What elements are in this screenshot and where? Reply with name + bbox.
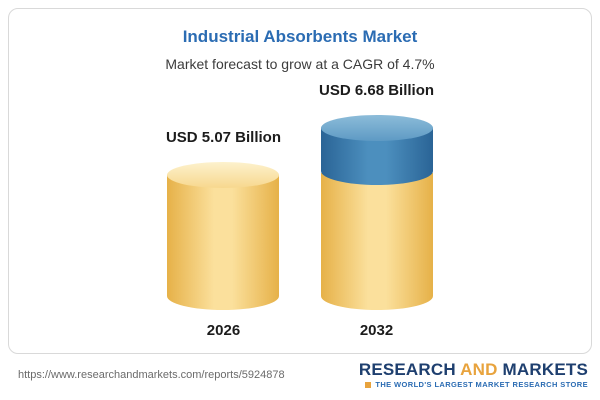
chart-area: USD 5.07 Billion 2026 USD 6.68 Billion 2… [9,82,591,339]
cylinder-body-2032 [320,173,433,310]
logo-word-and: AND [460,359,498,379]
logo-name: RESEARCH AND MARKETS [358,359,588,379]
logo-accent-square-icon [365,381,372,388]
logo-word-research: RESEARCH [358,359,456,379]
cylinder-bar-2032 [320,115,433,310]
category-label-2032: 2032 [359,322,394,339]
bar-group-2032: USD 6.68 Billion 2032 [319,82,434,339]
logo-word-markets: MARKETS [502,359,588,379]
logo-tagline-row: THE WORLD'S LARGEST MARKET RESEARCH STOR… [359,380,588,389]
value-label-2026: USD 5.07 Billion [165,129,281,146]
report-url-link[interactable]: https://www.researchandmarkets.com/repor… [18,369,285,381]
value-label-2032: USD 6.68 Billion [319,82,435,99]
cylinder-bar-2026 [167,162,280,310]
cylinder-top-2026 [167,162,280,188]
footer: https://www.researchandmarkets.com/repor… [18,358,588,392]
logo-tagline: THE WORLD'S LARGEST MARKET RESEARCH STOR… [375,380,588,390]
cylinder-top-2032 [320,115,433,141]
chart-title: Industrial Absorbents Market [182,27,418,46]
category-label-2026: 2026 [206,322,241,339]
cylinder-body-2026 [167,175,280,310]
bar-group-2026: USD 5.07 Billion 2026 [166,129,281,339]
research-and-markets-logo[interactable]: RESEARCH AND MARKETS THE WORLD'S LARGEST… [358,359,588,389]
chart-card: Industrial Absorbents Market Market fore… [8,8,592,354]
chart-subtitle: Market forecast to grow at a CAGR of 4.7… [165,56,435,72]
